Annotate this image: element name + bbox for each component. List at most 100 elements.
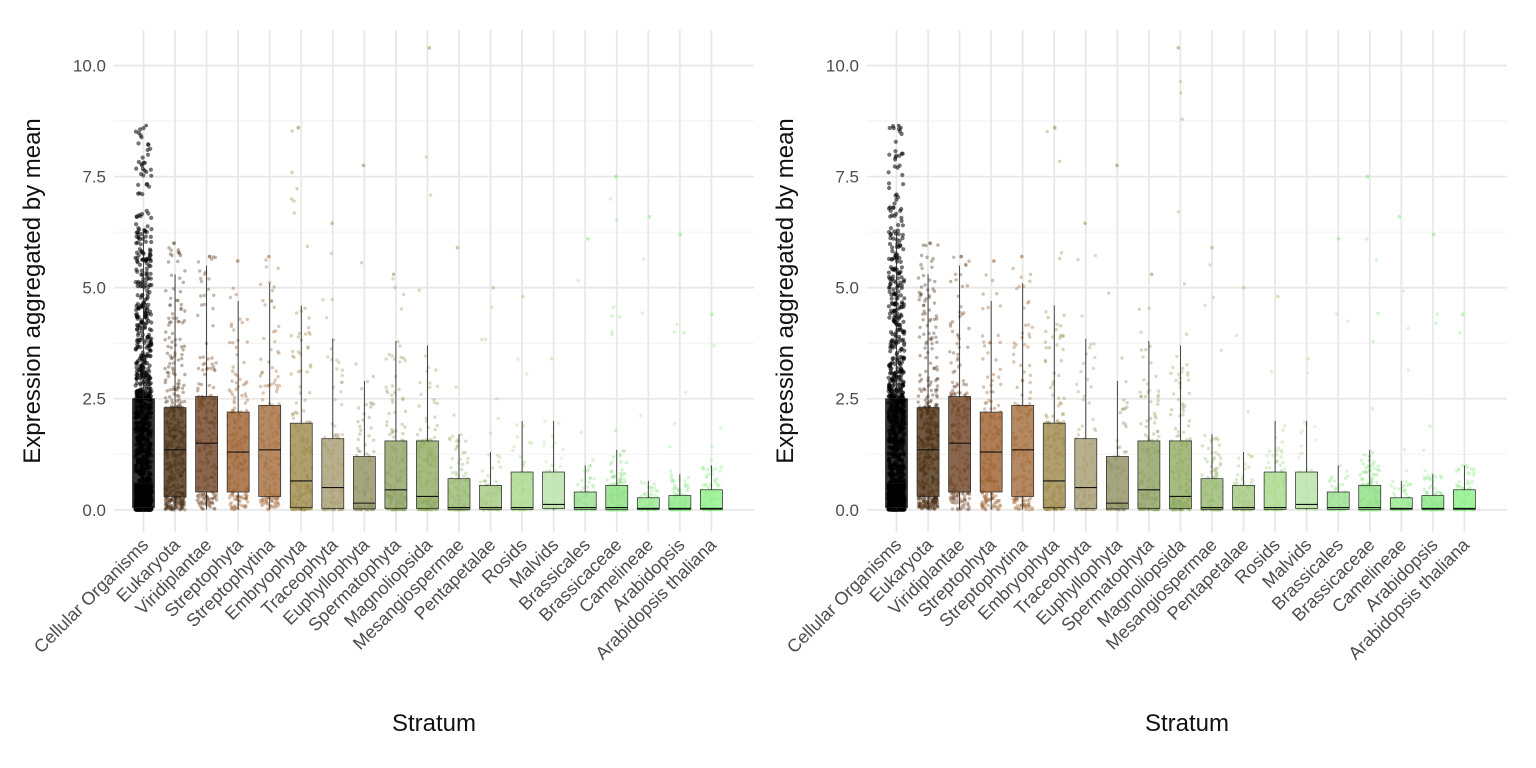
data-point bbox=[267, 383, 271, 387]
data-point bbox=[229, 322, 234, 326]
data-point bbox=[177, 382, 181, 386]
data-point bbox=[392, 357, 397, 361]
data-point bbox=[588, 464, 593, 468]
data-point bbox=[390, 398, 395, 402]
data-point bbox=[238, 317, 242, 321]
data-point bbox=[181, 390, 185, 395]
data-point bbox=[179, 307, 183, 312]
data-point bbox=[177, 320, 181, 324]
data-point bbox=[260, 370, 265, 374]
data-point bbox=[340, 380, 344, 384]
max-point bbox=[647, 214, 651, 219]
data-point bbox=[464, 471, 468, 475]
data-point bbox=[136, 182, 141, 187]
data-point bbox=[466, 460, 470, 465]
data-point bbox=[143, 309, 148, 314]
data-point bbox=[588, 476, 592, 480]
data-point bbox=[432, 397, 436, 402]
data-point bbox=[435, 384, 440, 388]
data-point bbox=[202, 272, 207, 276]
data-point bbox=[178, 501, 182, 505]
data-point bbox=[167, 336, 171, 340]
data-point bbox=[712, 344, 716, 348]
data-point bbox=[166, 260, 171, 264]
data-point bbox=[294, 401, 299, 405]
data-point bbox=[175, 497, 179, 502]
data-point bbox=[303, 398, 307, 402]
data-point bbox=[683, 485, 688, 489]
data-point bbox=[365, 452, 369, 456]
data-point bbox=[623, 480, 627, 484]
data-point bbox=[302, 409, 306, 413]
data-point bbox=[669, 473, 674, 477]
boxplot-rosids bbox=[510, 420, 534, 510]
data-point bbox=[166, 497, 170, 502]
data-point bbox=[177, 250, 181, 255]
data-point bbox=[454, 447, 458, 451]
data-point bbox=[518, 455, 522, 459]
data-point bbox=[677, 478, 681, 482]
data-point bbox=[435, 423, 439, 428]
data-point bbox=[165, 399, 170, 403]
data-point bbox=[639, 480, 643, 484]
data-point bbox=[163, 396, 168, 400]
data-point bbox=[613, 428, 618, 433]
data-point bbox=[145, 295, 150, 300]
data-point bbox=[245, 398, 250, 402]
data-point bbox=[210, 497, 214, 501]
data-point bbox=[486, 473, 490, 478]
data-point bbox=[175, 404, 180, 409]
data-point bbox=[432, 435, 436, 440]
data-point bbox=[213, 255, 217, 260]
data-point bbox=[241, 504, 246, 509]
data-point bbox=[387, 352, 391, 357]
data-point bbox=[270, 299, 274, 303]
data-point bbox=[178, 290, 183, 294]
data-point bbox=[270, 288, 275, 293]
data-point bbox=[686, 476, 690, 480]
data-point bbox=[605, 478, 609, 482]
data-point bbox=[183, 372, 187, 377]
data-point bbox=[244, 394, 248, 398]
data-point bbox=[181, 280, 185, 285]
data-point bbox=[455, 444, 459, 448]
data-point bbox=[271, 504, 275, 508]
data-point bbox=[183, 269, 187, 273]
data-point bbox=[367, 415, 371, 420]
data-point bbox=[274, 389, 279, 394]
max-point bbox=[172, 241, 176, 245]
max-point bbox=[427, 46, 432, 50]
data-point bbox=[340, 368, 344, 372]
data-point bbox=[135, 339, 140, 344]
data-point bbox=[390, 430, 395, 435]
data-point bbox=[243, 496, 248, 501]
data-point bbox=[167, 246, 171, 250]
data-point bbox=[164, 289, 168, 293]
data-point bbox=[164, 505, 168, 509]
data-point bbox=[201, 491, 205, 496]
data-point bbox=[177, 498, 181, 503]
x-tick-labels-left: Cellular OrganismsEukaryotaViridiplantae… bbox=[30, 534, 721, 663]
data-point bbox=[232, 328, 236, 332]
data-point bbox=[232, 494, 236, 498]
data-point bbox=[401, 397, 405, 402]
data-point bbox=[898, 243, 903, 248]
data-point bbox=[176, 385, 180, 389]
data-point bbox=[358, 424, 362, 429]
data-point bbox=[176, 250, 180, 254]
data-point bbox=[399, 355, 403, 360]
data-point bbox=[164, 500, 168, 504]
data-point bbox=[180, 506, 184, 510]
data-point bbox=[266, 508, 270, 512]
data-point bbox=[168, 500, 172, 504]
data-point bbox=[149, 173, 154, 178]
data-point bbox=[585, 485, 590, 489]
data-point bbox=[230, 369, 235, 373]
data-point bbox=[264, 499, 269, 504]
data-point bbox=[134, 365, 139, 370]
data-point bbox=[182, 344, 187, 348]
data-point bbox=[669, 476, 673, 480]
data-point bbox=[208, 500, 212, 505]
data-point bbox=[890, 245, 895, 250]
data-point bbox=[178, 337, 182, 341]
